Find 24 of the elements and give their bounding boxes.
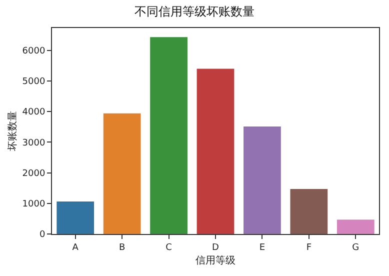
x-tick-label: G: [352, 242, 360, 253]
bar: [290, 189, 328, 234]
bar: [336, 220, 374, 234]
x-axis-title: 信用等级: [196, 254, 236, 266]
bar: [56, 202, 94, 234]
chart-title: 不同信用等级坏账数量: [134, 4, 254, 18]
y-tick-label: 5000: [22, 77, 46, 88]
bar: [103, 113, 141, 234]
bar: [196, 68, 234, 234]
y-tick-label: 0: [39, 230, 46, 240]
y-tick-label: 6000: [22, 46, 46, 56]
x-tick-label: B: [118, 242, 126, 253]
x-tick-label: C: [166, 242, 172, 253]
x-tick-label: F: [306, 242, 312, 253]
y-tick-label: 3000: [22, 138, 46, 148]
x-tick-label: A: [72, 242, 80, 253]
y-tick-label: 2000: [22, 168, 46, 179]
x-tick-label: D: [212, 242, 220, 253]
y-tick-label: 4000: [22, 108, 46, 118]
y-tick-label: 1000: [22, 200, 46, 210]
y-axis-title: 坏账数量: [6, 111, 18, 152]
bar: [150, 37, 188, 234]
bar: [244, 126, 281, 234]
x-tick-label: E: [259, 242, 266, 253]
